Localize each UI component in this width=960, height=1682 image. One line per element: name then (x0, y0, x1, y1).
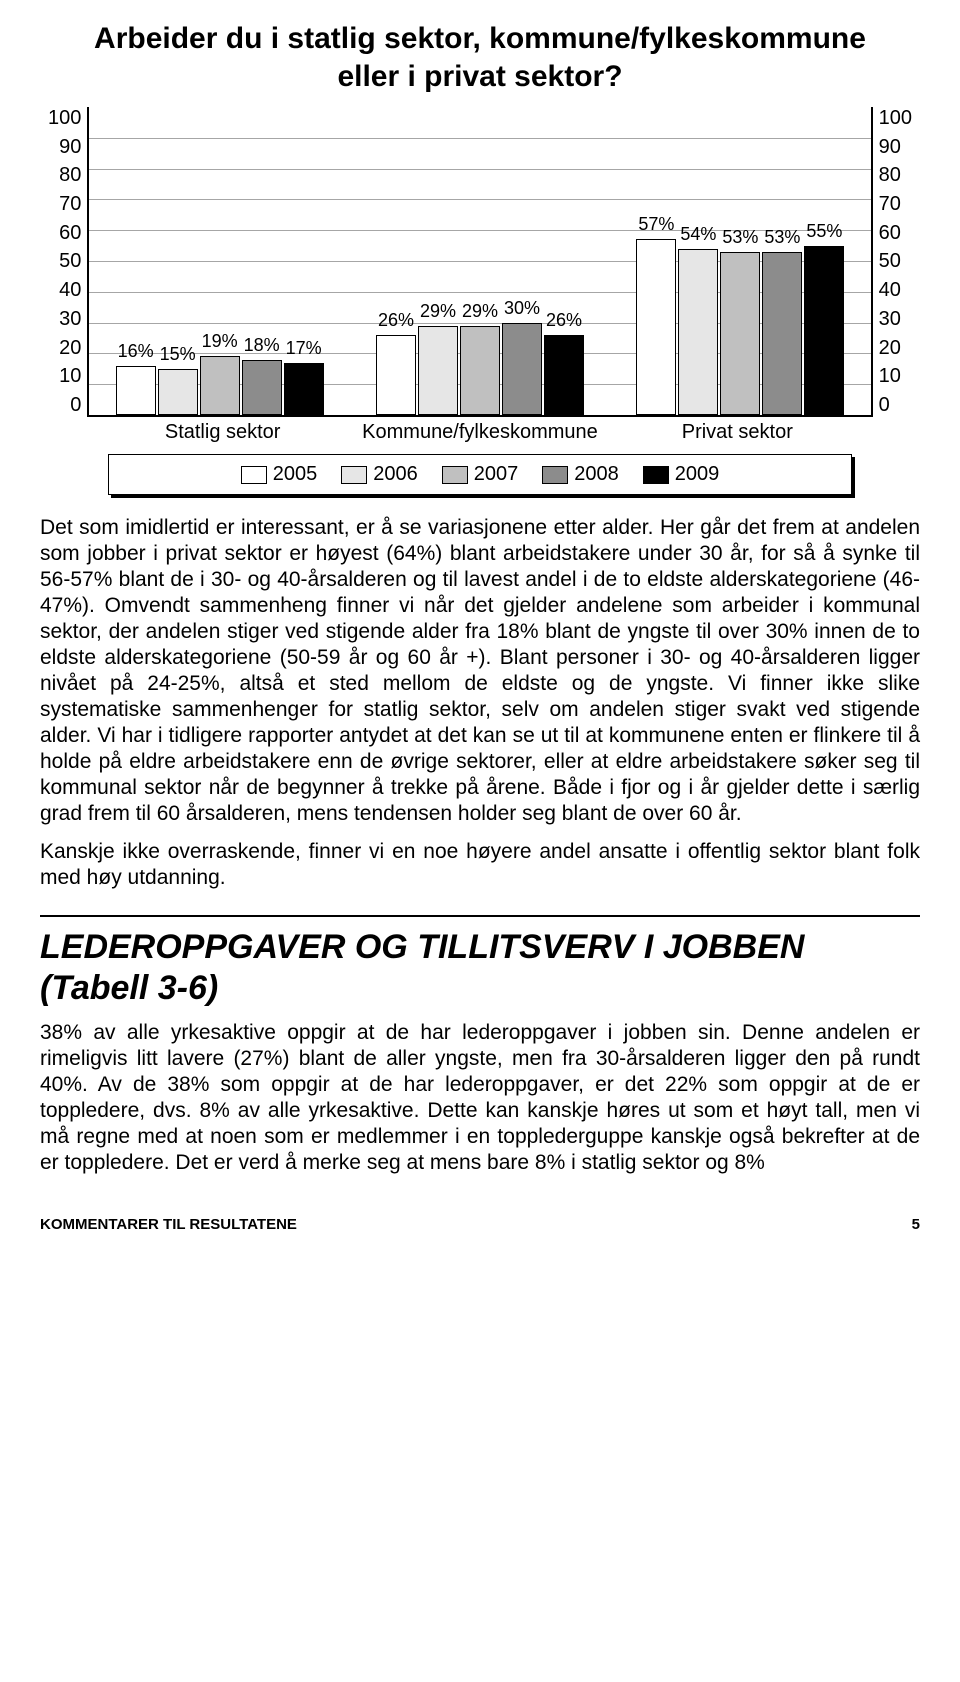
chart-title-line2: eller i privat sektor? (337, 60, 622, 93)
bar-label: 55% (805, 221, 843, 242)
bar-label: 57% (637, 214, 675, 235)
footer-right: 5 (912, 1216, 920, 1233)
bar: 26% (544, 335, 584, 415)
legend-item: 2008 (542, 463, 619, 486)
chart-title-line1: Arbeider du i statlig sektor, kommune/fy… (94, 22, 866, 55)
y-tick: 20 (879, 337, 901, 360)
legend-label: 2005 (273, 463, 318, 486)
footer-left: KOMMENTARER TIL RESULTATENE (40, 1216, 297, 1233)
bar: 53% (762, 252, 802, 415)
y-tick: 20 (59, 337, 81, 360)
bar: 26% (376, 335, 416, 415)
y-axis-right: 1009080706050403020100 (873, 107, 912, 417)
y-tick: 80 (879, 164, 901, 187)
paragraph-2: Kanskje ikke overraskende, finner vi en … (40, 839, 920, 891)
legend-item: 2005 (241, 463, 318, 486)
legend-swatch (442, 466, 468, 484)
chart-plot: 16%15%19%18%17%26%29%29%30%26%57%54%53%5… (87, 107, 872, 417)
x-tick: Statlig sektor (94, 417, 351, 444)
bar-group: 57%54%53%53%55% (610, 107, 870, 415)
y-tick: 60 (879, 222, 901, 245)
y-tick: 40 (59, 279, 81, 302)
chart-title: Arbeider du i statlig sektor, kommune/fy… (40, 20, 920, 95)
bar-label: 29% (461, 301, 499, 322)
chart-legend: 2005 2006 2007 2008 2009 (108, 454, 852, 495)
legend-label: 2007 (474, 463, 519, 486)
bar: 55% (804, 246, 844, 415)
legend-item: 2009 (643, 463, 720, 486)
bar: 19% (200, 356, 240, 415)
bar-label: 26% (545, 310, 583, 331)
bar-label: 53% (763, 227, 801, 248)
x-tick: Kommune/fylkeskommune (351, 417, 608, 444)
y-tick: 0 (70, 394, 81, 417)
bar-label: 53% (721, 227, 759, 248)
y-tick: 10 (59, 365, 81, 388)
bar: 57% (636, 239, 676, 415)
paragraph-3: 38% av alle yrkesaktive oppgir at de har… (40, 1020, 920, 1176)
y-tick: 10 (879, 365, 901, 388)
page-footer: KOMMENTARER TIL RESULTATENE 5 (40, 1216, 920, 1233)
bar-label: 17% (285, 338, 323, 359)
legend-swatch (241, 466, 267, 484)
bar-chart: 1009080706050403020100 16%15%19%18%17%26… (48, 107, 912, 495)
legend-swatch (341, 466, 367, 484)
bar: 18% (242, 360, 282, 415)
y-tick: 90 (59, 136, 81, 159)
legend-item: 2007 (442, 463, 519, 486)
legend-item: 2006 (341, 463, 418, 486)
y-tick: 100 (48, 107, 81, 130)
bar-group: 26%29%29%30%26% (350, 107, 610, 415)
y-tick: 60 (59, 222, 81, 245)
bar: 29% (418, 326, 458, 415)
bar-group: 16%15%19%18%17% (89, 107, 349, 415)
bar-label: 15% (159, 344, 197, 365)
section-heading: LEDEROPPGAVER OG TILLITSVERV I JOBBEN (T… (40, 915, 920, 1007)
bar: 53% (720, 252, 760, 415)
bar-label: 54% (679, 224, 717, 245)
bar: 15% (158, 369, 198, 415)
legend-label: 2009 (675, 463, 720, 486)
y-tick: 70 (59, 193, 81, 216)
y-tick: 30 (879, 308, 901, 331)
bar-label: 19% (201, 331, 239, 352)
y-tick: 70 (879, 193, 901, 216)
bar: 54% (678, 249, 718, 415)
x-tick: Privat sektor (609, 417, 866, 444)
bar-label: 16% (117, 341, 155, 362)
y-tick: 80 (59, 164, 81, 187)
legend-swatch (542, 466, 568, 484)
bar: 29% (460, 326, 500, 415)
bar: 30% (502, 323, 542, 415)
bar-label: 26% (377, 310, 415, 331)
x-axis: Statlig sektorKommune/fylkeskommunePriva… (94, 417, 866, 444)
y-tick: 90 (879, 136, 901, 159)
y-tick: 30 (59, 308, 81, 331)
section-heading-line1: LEDEROPPGAVER OG TILLITSVERV I JOBBEN (40, 928, 804, 966)
legend-label: 2006 (373, 463, 418, 486)
y-tick: 50 (879, 250, 901, 273)
y-axis-left: 1009080706050403020100 (48, 107, 87, 417)
y-tick: 0 (879, 394, 890, 417)
bar: 17% (284, 363, 324, 415)
bar-label: 30% (503, 298, 541, 319)
bar: 16% (116, 366, 156, 415)
bar-label: 29% (419, 301, 457, 322)
legend-label: 2008 (574, 463, 619, 486)
legend-swatch (643, 466, 669, 484)
bar-label: 18% (243, 335, 281, 356)
paragraph-1: Det som imidlertid er interessant, er å … (40, 515, 920, 827)
y-tick: 100 (879, 107, 912, 130)
y-tick: 50 (59, 250, 81, 273)
section-heading-line2: (Tabell 3-6) (40, 969, 218, 1007)
y-tick: 40 (879, 279, 901, 302)
